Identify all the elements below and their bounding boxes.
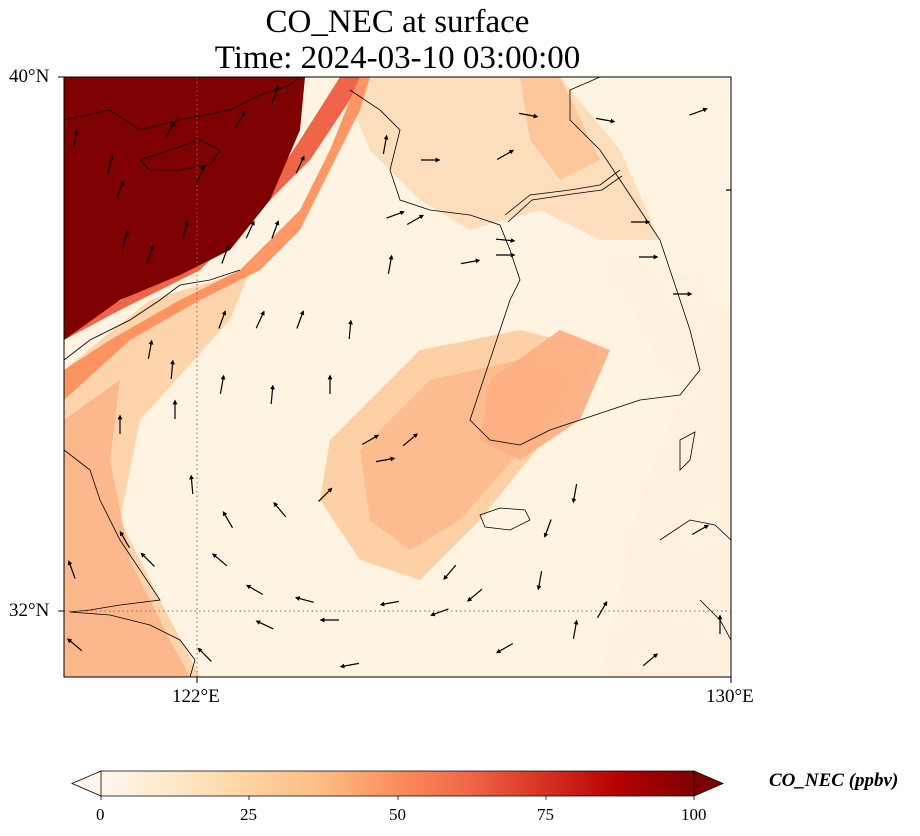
colorbar-extend-max <box>693 770 725 797</box>
colorbar-tick-100: 100 <box>681 805 707 824</box>
wind-arrow <box>572 619 579 640</box>
wind-arrow <box>67 560 76 579</box>
lat-tick-label-40n: 40°N <box>9 66 50 87</box>
wind-arrow <box>234 110 246 129</box>
lon-tick-label-122e: 122°E <box>172 686 220 707</box>
colorbar-tick-25: 25 <box>240 805 257 824</box>
wind-arrow <box>361 434 380 446</box>
concentration-field <box>64 77 731 677</box>
wind-arrow <box>164 120 176 139</box>
colorbar-extend-min <box>70 770 102 797</box>
wind-arrow <box>596 600 608 619</box>
wind-arrow <box>195 165 205 184</box>
wind-arrow <box>430 608 449 617</box>
wind-arrow <box>348 319 353 340</box>
wind-vector-field <box>66 85 731 669</box>
lon-tick-label-130e: 130°E <box>706 686 754 707</box>
wind-arrow <box>270 384 275 405</box>
wind-arrow <box>595 117 616 124</box>
colorbar-title: CO_NEC (ppbv) <box>769 770 899 791</box>
wind-arrow <box>294 596 314 603</box>
wind-arrow <box>140 552 155 567</box>
wind-arrow <box>495 238 516 243</box>
wind-arrow <box>197 647 212 662</box>
colorbar-body <box>101 771 694 796</box>
colorbar-tick-75: 75 <box>537 805 554 824</box>
wind-arrow <box>406 214 425 226</box>
wind-arrow <box>211 553 228 567</box>
colorbar-tick-50: 50 <box>389 805 406 824</box>
wind-arrow <box>518 112 539 119</box>
wind-arrow <box>375 456 396 463</box>
wind-arrow <box>386 210 405 219</box>
wind-arrow <box>255 310 265 329</box>
wind-arrow <box>339 662 360 669</box>
wind-arrow <box>66 638 83 652</box>
map-frame <box>63 76 732 678</box>
wind-arrow <box>496 149 515 161</box>
map-title-line2: Time: 2024-03-10 03:00:00 <box>214 40 581 76</box>
wind-arrow <box>642 653 659 667</box>
wind-arrow <box>443 564 457 581</box>
wind-arrow <box>460 258 481 265</box>
wind-arrow <box>182 219 189 239</box>
wind-arrow <box>221 245 230 264</box>
wind-arrow <box>189 474 194 495</box>
wind-arrow <box>296 310 305 329</box>
colorbar <box>70 770 725 800</box>
lat-tick-label-32n: 32°N <box>9 600 50 621</box>
coastlines <box>64 77 731 677</box>
map-title-line1: CO_NEC at surface <box>265 4 530 40</box>
map-ticks <box>58 76 732 683</box>
wind-arrow <box>146 245 155 264</box>
gridlines <box>64 77 731 677</box>
wind-arrow <box>245 584 264 596</box>
wind-arrow <box>466 588 483 602</box>
wind-arrow <box>219 374 226 395</box>
wind-arrow <box>571 483 578 504</box>
wind-arrow <box>116 180 125 199</box>
wind-arrow <box>536 570 543 591</box>
wind-arrow <box>295 155 305 174</box>
wind-arrow <box>273 501 287 518</box>
colorbar-tick-0: 0 <box>96 805 105 824</box>
wind-arrow <box>119 530 131 549</box>
wind-arrow <box>72 129 79 150</box>
wind-arrow <box>379 600 400 607</box>
wind-arrow <box>495 642 514 654</box>
wind-arrow <box>218 310 227 329</box>
wind-arrow <box>107 154 114 174</box>
wind-arrow <box>402 433 419 447</box>
wind-arrow <box>147 339 154 360</box>
wind-arrow <box>318 487 333 502</box>
wind-arrow <box>543 519 552 538</box>
wind-arrow <box>387 254 394 275</box>
wind-arrow <box>222 510 234 529</box>
wind-arrow <box>255 620 274 630</box>
wind-arrow <box>245 220 255 239</box>
wind-arrow <box>271 220 280 239</box>
wind-arrow <box>689 107 708 116</box>
wind-arrow <box>170 359 175 380</box>
wind-arrow <box>122 229 129 249</box>
wind-arrow <box>691 524 710 536</box>
wind-arrow <box>271 85 280 104</box>
wind-arrow <box>382 134 389 155</box>
